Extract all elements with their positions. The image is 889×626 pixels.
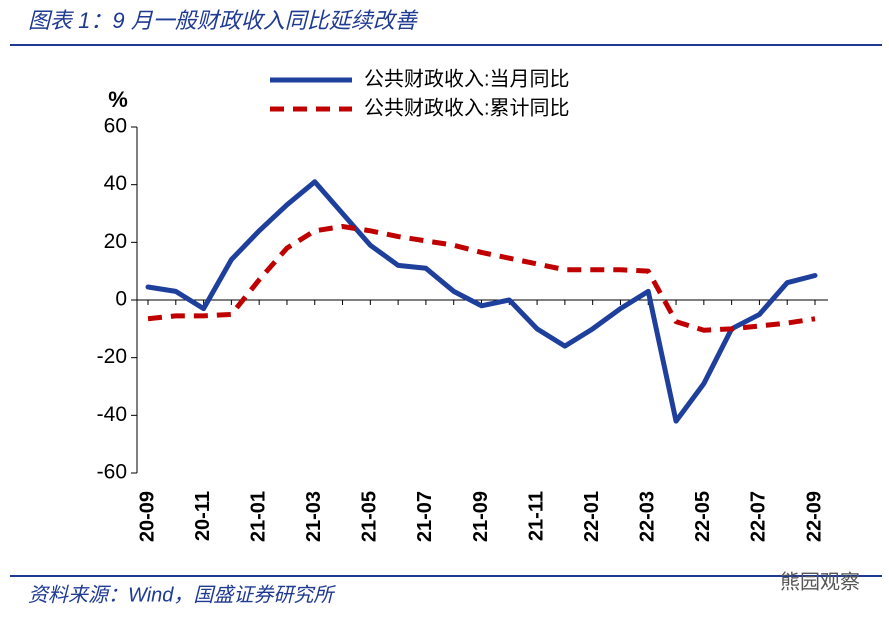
chart-title: 图表 1：9 月一般财政收入同比延续改善 [28,8,419,33]
y-tick-label: -60 [97,461,127,484]
y-tick-label: 0 [115,288,127,311]
source: 资料来源：Wind，国盛证券研究所 [28,584,336,606]
legend-label: 公共财政收入:当月同比 [364,67,570,90]
y-tick-label: -20 [97,345,127,368]
x-tick-label: 21-07 [414,491,436,542]
y-tick-label: 20 [104,230,127,253]
x-tick-label: 22-09 [803,491,825,542]
y-unit: % [108,87,128,112]
series-line [145,179,818,424]
series-line [147,223,816,333]
x-tick-label: 22-01 [581,491,603,542]
x-tick-label: 21-01 [247,491,269,542]
y-tick-label: 40 [104,172,127,195]
y-tick-label: 60 [104,115,127,138]
x-tick-label: 22-07 [748,491,770,542]
x-tick-label: 21-03 [303,491,325,542]
x-tick-label: 21-11 [525,491,547,541]
x-tick-label: 22-05 [692,491,714,542]
x-tick-label: 20-09 [136,491,158,542]
legend-label: 公共财政收入:累计同比 [364,96,570,119]
x-tick-label: 20-11 [192,491,214,541]
watermark: 熊园观察 [780,570,860,593]
y-tick-label: -40 [97,403,127,426]
x-tick-label: 22-03 [637,491,659,542]
x-tick-label: 21-05 [359,491,381,542]
x-tick-label: 21-09 [470,491,492,542]
